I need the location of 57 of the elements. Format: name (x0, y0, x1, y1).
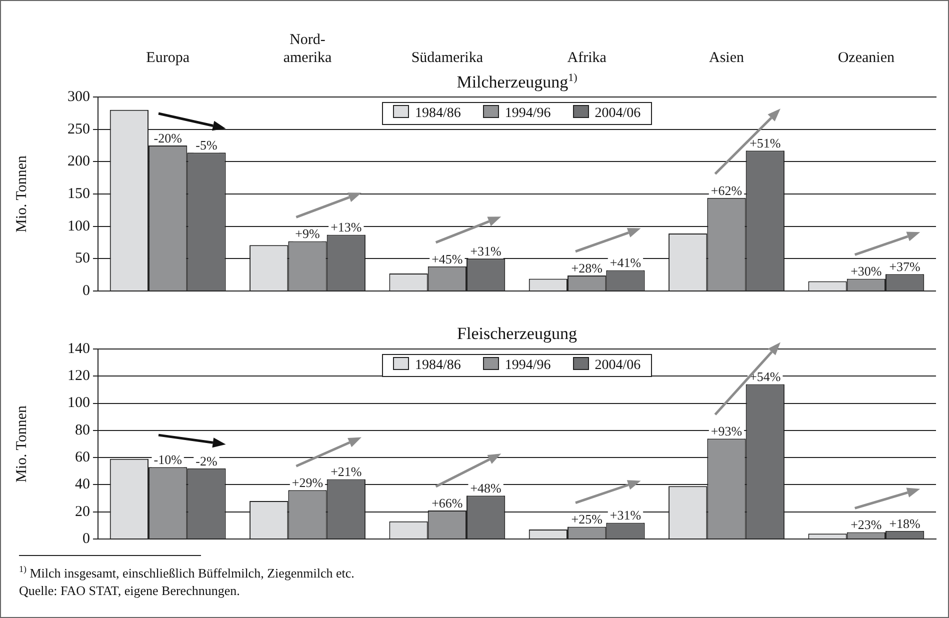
y-tick-label: 200 (68, 154, 90, 170)
annotation: +18% (889, 516, 921, 531)
annotation: +29% (292, 475, 324, 490)
legend-label: 1984/86 (414, 357, 461, 374)
annotation: +30% (850, 264, 882, 279)
x-tick-label: Asien (709, 50, 744, 66)
y-tick-label: 140 (68, 340, 90, 357)
annotation: +51% (750, 136, 781, 151)
legend-label: 2004/06 (594, 105, 641, 122)
y-tick-label: 250 (68, 121, 90, 138)
y-tick-label: 120 (68, 368, 90, 384)
y-tick-label: 50 (75, 250, 90, 267)
annotation: -20% (154, 130, 182, 146)
annotation: +23% (850, 517, 882, 532)
x-tick-label: Afrika (567, 50, 607, 66)
annotation: +45% (432, 251, 463, 266)
chart-title: Fleischerzeugung (456, 324, 578, 344)
annotation: +25% (571, 512, 603, 527)
annotation: +41% (610, 255, 642, 270)
annotation: -2% (196, 453, 218, 468)
y-tick-label: 0 (82, 530, 90, 547)
legend-label: 1984/86 (414, 105, 461, 122)
y-axis-title: Mio. Tonnen (14, 405, 30, 483)
annotation: +9% (295, 226, 320, 242)
source-note: Quelle: FAO STAT, eigene Berechnungen. (19, 582, 241, 600)
x-tick-label: Europa (146, 50, 190, 66)
annotation: -5% (196, 138, 218, 153)
annotation: +21% (330, 464, 362, 480)
y-tick-label: 300 (68, 88, 90, 105)
x-tick-label: Südamerika (411, 50, 484, 66)
annotation: +37% (889, 259, 921, 274)
annotation: +28% (571, 260, 603, 276)
y-tick-label: 60 (75, 450, 90, 466)
y-tick-label: 100 (68, 395, 90, 412)
y-tick-label: 0 (82, 282, 90, 299)
annotation: +13% (330, 220, 362, 235)
y-tick-label: 20 (75, 504, 90, 520)
annotation: +54% (750, 369, 781, 384)
annotation: +31% (610, 508, 642, 523)
y-tick-label: 80 (75, 422, 90, 438)
y-axis-title: Mio. Tonnen (14, 155, 30, 233)
y-tick-label: 100 (68, 218, 90, 234)
chart-title: Milcherzeugung$^{1)}$ (456, 72, 578, 93)
annotation: +93% (710, 423, 742, 438)
y-tick-label: 40 (75, 476, 90, 493)
annotation: +31% (470, 244, 502, 259)
x-tick-label: Ozeanien (838, 50, 895, 66)
text: $^{1)}$ Milch insgesamt, einschließlich Büffelmilch, Ziegenmilch etc. (19, 563, 354, 582)
annotation: +66% (432, 495, 463, 510)
legend-label: 1994/96 (504, 105, 551, 122)
legend-label: 2004/06 (594, 357, 641, 374)
annotation: -10% (154, 452, 182, 467)
x-tick-label: Nord-amerika (283, 32, 332, 66)
legend-label: 1994/96 (504, 357, 551, 374)
annotation: +62% (710, 182, 742, 198)
y-tick-label: 150 (68, 186, 90, 202)
annotation: +48% (470, 480, 502, 496)
